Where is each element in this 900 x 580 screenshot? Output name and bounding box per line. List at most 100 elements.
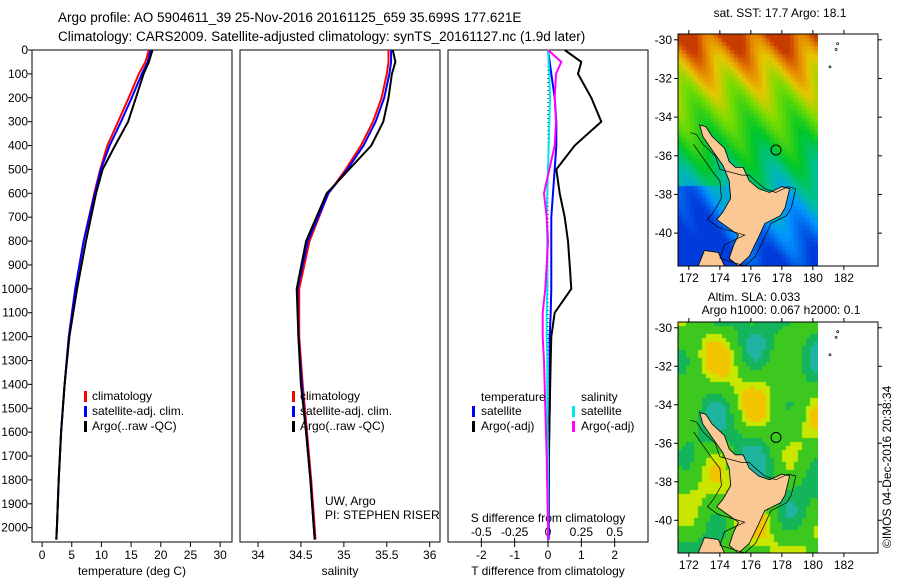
map-frame xyxy=(677,321,879,554)
legend-swatch xyxy=(472,421,475,432)
x-tick-label: 35.5 xyxy=(375,548,399,562)
lat-tick-label: -32 xyxy=(655,359,673,373)
y-tick-label: 1600 xyxy=(1,425,28,439)
island-marker xyxy=(828,65,832,69)
legend-label: Argo(-adj) xyxy=(581,419,634,433)
legend-label: climatology xyxy=(92,389,152,403)
legend-swatch xyxy=(572,421,575,432)
lat-tick-label: -32 xyxy=(655,71,673,85)
x-tick-label: 36 xyxy=(423,548,437,562)
island-marker xyxy=(836,330,840,333)
source-annotation: UW, Argo xyxy=(325,494,376,508)
y-tick-label: 2000 xyxy=(1,521,28,535)
map-sla: 172 174 176 178 180 182 -30 -32 -34 -36 -38 -40 Alti… xyxy=(655,290,882,572)
legend-swatch xyxy=(84,391,87,402)
x-tick-label: 2 xyxy=(611,548,618,562)
argo-position-marker xyxy=(770,431,782,443)
legend-swatch xyxy=(292,406,295,417)
argo-position-marker xyxy=(770,144,782,156)
map-sst: 172 174 176 178 180 182 -30 -32 -34 -36 -38 -40 sat.… xyxy=(655,6,882,285)
x-tick-label: 34.5 xyxy=(289,548,313,562)
map-frame xyxy=(677,33,879,267)
map-subtitle: Argo h1000: 0.067 h2000: 0.1 xyxy=(702,303,861,317)
s-tick-label: -0.5 xyxy=(471,525,492,539)
plot-frame xyxy=(239,49,441,543)
island-marker xyxy=(828,353,832,357)
legend-swatch xyxy=(572,406,575,417)
series-line-argo-raw-qc- xyxy=(55,49,154,540)
panel-difference: -2 -1 0 1 2 T difference from climatology -0.5… xyxy=(447,49,649,578)
south-island-land xyxy=(678,250,726,267)
title-line-2: Climatology: CARS2009. Satellite-adjuste… xyxy=(58,29,585,44)
y-tick-label: 1200 xyxy=(1,330,28,344)
x-axis-label: T difference from climatology xyxy=(471,564,625,578)
y-tick-label: 100 xyxy=(8,67,28,81)
lon-tick-label: 172 xyxy=(679,271,699,285)
y-tick-label: 700 xyxy=(8,210,28,224)
south-island-land xyxy=(678,537,726,554)
series-line-satellite-adj-clim- xyxy=(296,50,393,540)
island-marker xyxy=(834,48,838,51)
lon-tick-label: 174 xyxy=(710,558,730,572)
panel-salinity: 34 34.5 35 35.5 36 salinity climatologysatelli… xyxy=(239,49,441,578)
x-tick-label: 15 xyxy=(124,548,138,562)
legend-label: satellite-adj. clim. xyxy=(92,404,184,418)
y-tick-label: 200 xyxy=(8,91,28,105)
island-marker xyxy=(834,336,838,339)
x-tick-label: 34 xyxy=(251,548,265,562)
plot-frame xyxy=(31,49,233,543)
y-tick-label: 500 xyxy=(8,162,28,176)
lon-tick-label: 182 xyxy=(834,558,854,572)
lon-tick-label: 172 xyxy=(679,558,699,572)
x-tick-label: 25 xyxy=(184,548,198,562)
lat-tick-label: -38 xyxy=(655,475,673,489)
x-tick-label: 1 xyxy=(578,548,585,562)
bathymetry-contour xyxy=(690,132,797,267)
lat-tick-label: -38 xyxy=(655,187,673,201)
s-tick-label: 0.5 xyxy=(606,525,623,539)
y-tick-label: 600 xyxy=(8,186,28,200)
bathymetry-contour xyxy=(690,419,797,554)
pi-annotation: PI: STEPHEN RISER xyxy=(325,508,440,522)
y-tick-label: 1800 xyxy=(1,473,28,487)
lon-tick-label: 176 xyxy=(741,271,761,285)
legend-swatch xyxy=(292,391,295,402)
north-island-land xyxy=(699,124,791,267)
island-marker xyxy=(836,42,840,46)
credit-timestamp: ©IMOS 04-Dec-2016 20:38:34 xyxy=(880,385,894,548)
lon-tick-label: 180 xyxy=(803,271,823,285)
lat-tick-label: -34 xyxy=(655,398,673,412)
lat-tick-label: -36 xyxy=(655,436,673,450)
lat-tick-label: -34 xyxy=(655,110,673,124)
lat-tick-label: -30 xyxy=(655,33,673,47)
y-tick-label: 1900 xyxy=(1,497,28,511)
lon-tick-label: 178 xyxy=(772,271,792,285)
lon-tick-label: 174 xyxy=(710,271,730,285)
s-tick-label: 0.25 xyxy=(570,525,594,539)
legend-title-salinity: salinity xyxy=(581,390,618,404)
s-tick-label: -0.25 xyxy=(501,525,529,539)
lon-tick-label: 180 xyxy=(803,558,823,572)
title-line-1: Argo profile: AO 5904611_39 25-Nov-2016 … xyxy=(58,10,521,25)
legend-label: climatology xyxy=(300,389,360,403)
y-tick-label: 1000 xyxy=(1,282,28,296)
series-line-climatology xyxy=(55,49,150,540)
lat-tick-label: -40 xyxy=(655,226,673,240)
lon-tick-label: 182 xyxy=(834,271,854,285)
legend-label: satellite-adj. clim. xyxy=(300,404,392,418)
legend-label: satellite xyxy=(481,404,522,418)
lon-tick-label: 176 xyxy=(741,558,761,572)
lat-tick-label: -36 xyxy=(655,149,673,163)
x-tick-label: -1 xyxy=(509,548,520,562)
legend-swatch xyxy=(472,406,475,417)
legend-swatch xyxy=(84,406,87,417)
series-line-s-argo-adj- xyxy=(541,49,563,540)
lat-tick-label: -40 xyxy=(655,513,673,527)
legend-label: satellite xyxy=(581,404,622,418)
map-title: Altim. SLA: 0.033 xyxy=(708,290,801,304)
legend-title-temperature: temperature xyxy=(481,390,546,404)
x-tick-label: 30 xyxy=(213,548,227,562)
y-tick-label: 900 xyxy=(8,258,28,272)
y-tick-label: 1400 xyxy=(1,377,28,391)
